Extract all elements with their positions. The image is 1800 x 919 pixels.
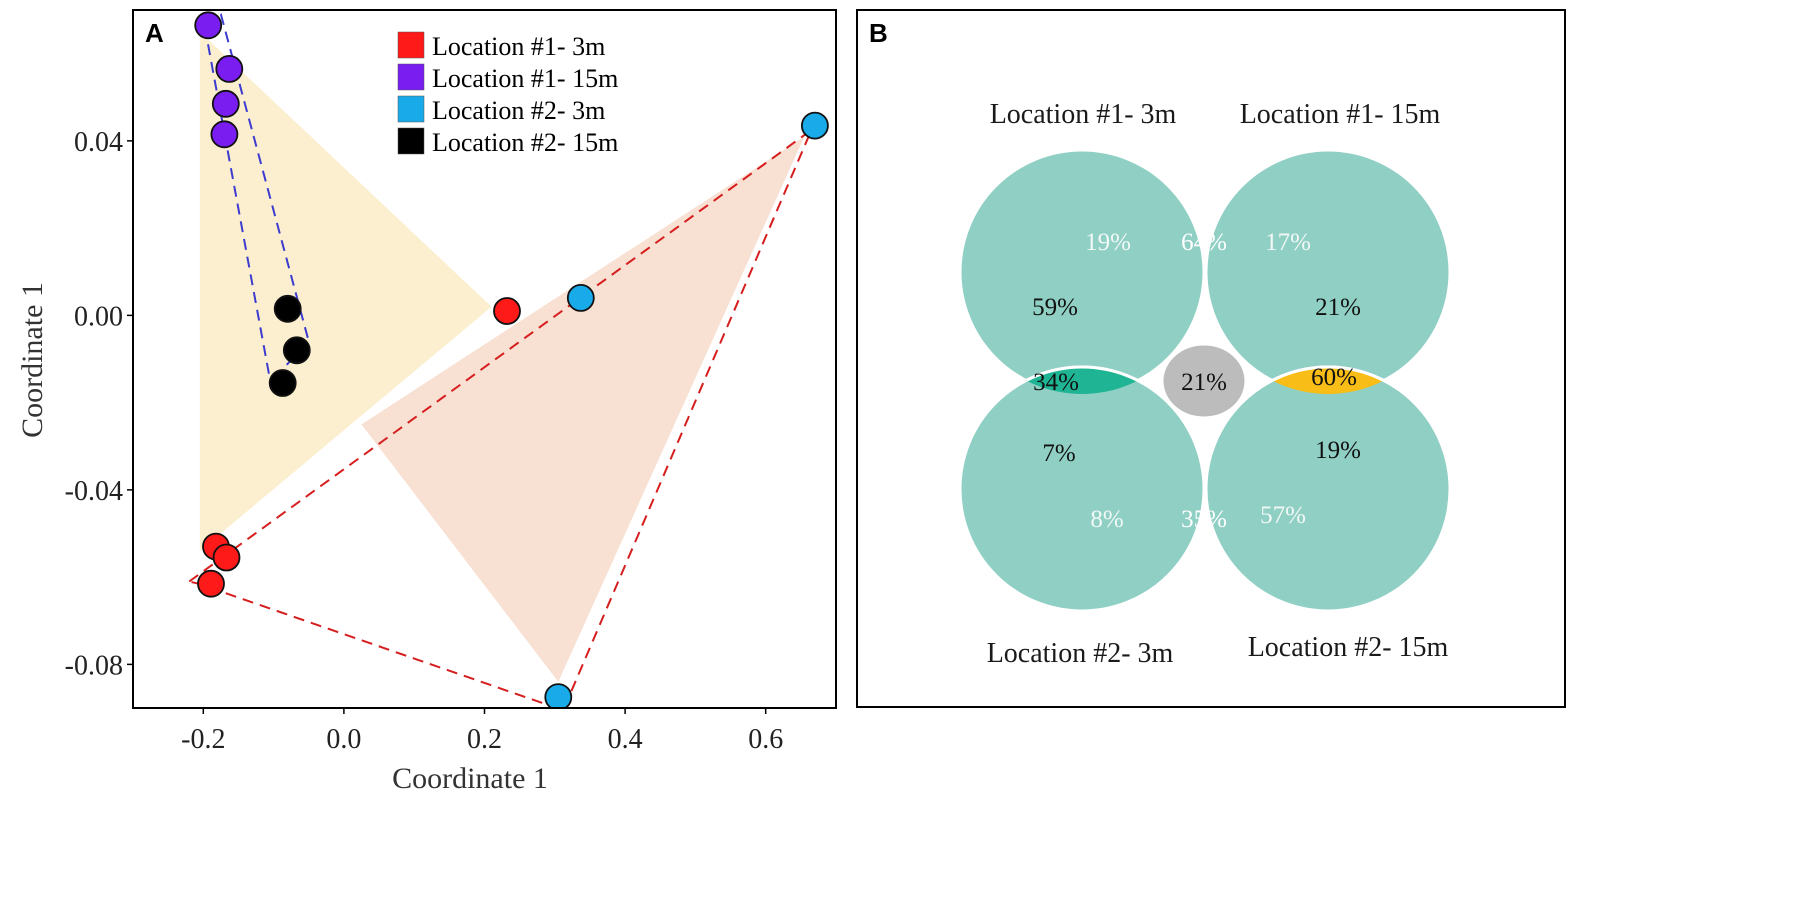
legend: Location #1- 3m Location #1- 15m Locatio… [397, 31, 618, 157]
x-axis-label: Coordinate 1 [392, 762, 548, 795]
venn-value-top-overlap: 64% [1181, 229, 1227, 256]
venn-value-loc1-3m-outer: 19% [1085, 229, 1131, 256]
point-location-2-3m-2 [566, 283, 595, 312]
point-location-1-15m-4 [210, 120, 239, 149]
x-tick-label: 0.4 [608, 724, 643, 755]
venn-title-loc1-15m: Location #1- 15m [1240, 99, 1441, 130]
point-location-1-3m-1 [493, 297, 521, 325]
legend-swatch-loc1-15m [397, 63, 425, 91]
venn-title-loc2-3m: Location #2- 3m [987, 638, 1174, 669]
point-location-2-3m-3 [544, 683, 573, 708]
point-location-1-15m-3 [211, 89, 240, 118]
legend-label-loc2-3m: Location #2- 3m [432, 96, 605, 125]
y-axis-ticks: 0.04 0.00 -0.04 -0.08 [65, 127, 133, 681]
venn-overlap-left [960, 365, 1204, 394]
venn-values: 19% 59% 64% 17% 21% 34% 21% 60% 7% 8% 35… [1032, 229, 1361, 533]
venn-value-right-overlap: 60% [1311, 364, 1357, 391]
venn-value-left-overlap: 34% [1033, 369, 1079, 396]
y-tick-label: 0.00 [74, 301, 123, 332]
y-tick-label: -0.04 [65, 476, 123, 507]
point-location-1-3m-3 [212, 543, 241, 572]
venn-circle-loc1-3m [958, 148, 1206, 396]
hull-dashed-location-1-3m-3 [186, 127, 814, 708]
venn-value-loc1-15m-inner: 21% [1315, 294, 1361, 321]
scatter-points [194, 11, 829, 708]
y-tick-label: -0.08 [65, 650, 123, 681]
point-location-1-3m-4 [197, 569, 225, 598]
hull-shaded-location-1-3m-0 [199, 31, 492, 552]
legend-label-loc1-3m: Location #1- 3m [432, 32, 605, 61]
venn-value-loc2-3m-inner: 7% [1042, 440, 1075, 467]
venn-value-loc1-15m-outer: 17% [1265, 229, 1311, 256]
venn-circle-loc2-15m [1204, 365, 1452, 613]
venn-value-loc2-15m-inner: 19% [1315, 437, 1361, 464]
venn-circle-loc1-15m [1204, 148, 1452, 396]
point-location-1-15m-2 [215, 55, 244, 83]
venn-value-loc1-3m-inner: 59% [1032, 294, 1078, 321]
x-tick-label: 0.2 [467, 724, 502, 755]
x-tick-label: 0.0 [326, 724, 361, 755]
panel-b-letter: B [869, 18, 888, 48]
legend-swatch-loc2-15m [397, 127, 425, 155]
x-tick-label: -0.2 [181, 724, 225, 755]
venn-value-bottom-overlap: 35% [1181, 506, 1227, 533]
shaded-hulls [199, 31, 805, 682]
x-axis-ticks: -0.2 0.0 0.2 0.4 0.6 [181, 708, 783, 755]
venn-circle-loc2-3m [958, 365, 1206, 613]
legend-label-loc2-15m: Location #2- 15m [432, 128, 618, 157]
y-tick-label: 0.04 [74, 127, 123, 158]
point-location-2-15m-2 [282, 336, 311, 365]
point-location-2-15m-1 [273, 294, 302, 323]
legend-swatch-loc2-3m [397, 95, 425, 123]
x-tick-label: 0.6 [748, 724, 783, 755]
legend-label-loc1-15m: Location #1- 15m [432, 64, 618, 93]
y-axis-label: Coordinate 1 [16, 282, 49, 438]
venn-value-center: 21% [1181, 369, 1227, 396]
venn-value-loc2-15m-outer: 57% [1260, 502, 1306, 529]
venn-center [1160, 342, 1248, 420]
point-location-2-3m-1 [801, 111, 829, 140]
panel-a-letter: A [145, 18, 164, 48]
panel-a: -0.2 0.0 0.2 0.4 0.6 0.04 0.00 -0.04 -0.08 A Co… [16, 9, 837, 795]
panel-b: B Location #1- 3m Location #1- 15m Locat… [856, 9, 1566, 708]
venn-value-loc2-3m-outer: 8% [1090, 506, 1123, 533]
legend-swatch-loc1-3m [397, 31, 425, 59]
point-location-2-15m-3 [268, 369, 297, 397]
venn-overlap-right [1206, 365, 1450, 394]
venn-title-loc2-15m: Location #2- 15m [1248, 632, 1449, 663]
point-location-1-15m-1 [194, 11, 223, 40]
hull-shaded-location-2-3m-1 [361, 136, 805, 682]
venn-diagram [958, 148, 1452, 613]
venn-title-loc1-3m: Location #1- 3m [990, 99, 1177, 130]
